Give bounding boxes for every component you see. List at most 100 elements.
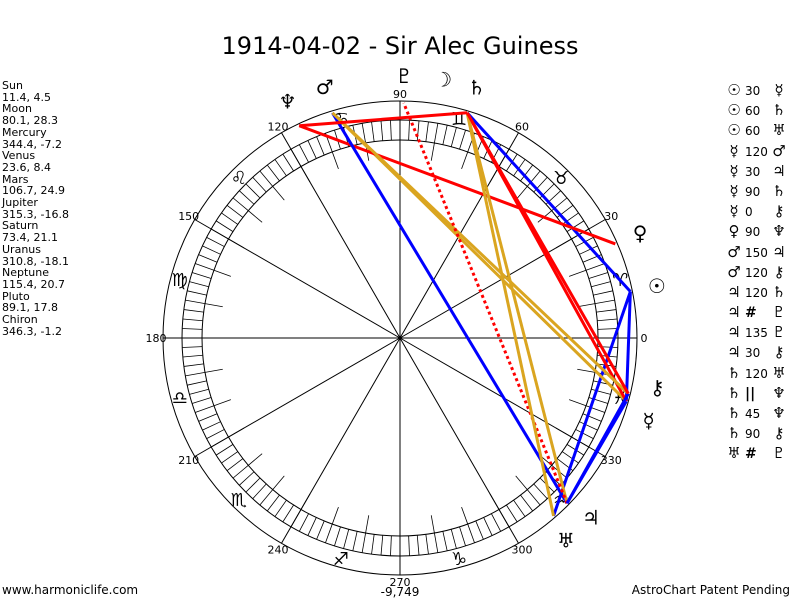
planet-pluto-icon: ♇ [395,64,413,88]
planet-glyph-icon: ♃ [727,282,741,301]
ring-tick [450,127,457,147]
ring-tick [226,204,244,218]
aspect-list: ☉ 30 ☿ ☉ 60 ♄ ☉ 60 ♅ ☿ 120 ♂ ☿ 30 ♃ ☿ 90 ♄ ☿ 0 ⚷ ♀ 90 ♆ ♂ 150 ♃ ♂ 12… [726,80,787,464]
planet-glyph-icon: ♄ [727,363,741,382]
ring-tick [380,535,384,556]
ring-tick [183,363,204,367]
degree-label: 120 [268,121,289,134]
ring-tick [442,125,448,145]
aspect-row: ♄ || ♆ [726,383,787,403]
ring-tick [371,534,375,555]
planet-glyph-icon: ☿ [729,141,739,160]
planet-glyph-icon: ♃ [772,242,786,261]
planet-jupiter-icon: ♃ [582,505,600,529]
planet-uranus-icon: ♅ [557,529,575,553]
ring-tick [202,421,221,431]
ring-tick [182,328,203,330]
aspect-line [402,102,569,504]
planet-name: Sun [2,79,23,92]
zodiac-sign-icon: ♉ [553,168,569,189]
ring-tick [591,281,611,288]
aspect-label: 120 [745,265,768,280]
ring-tick [187,380,207,386]
planet-glyph-icon: ☿ [729,202,739,221]
aspect-label: # [745,446,757,463]
degree-tick [365,515,370,534]
ring-tick [266,494,280,512]
house-line [194,337,401,457]
planet-coords: 310.8, -18.1 [2,254,69,268]
aspect-line [331,111,630,395]
aspect-row: ♄ 90 ⚷ [726,423,787,443]
planet-glyph-icon: ♃ [727,343,741,362]
aspect-row: ☉ 60 ♄ [726,100,787,120]
ring-tick [206,236,225,247]
planet-glyph-icon: ♆ [772,222,786,241]
ring-tick [191,272,212,279]
ring-tick [316,520,325,540]
aspect-label: 60 [745,124,761,139]
ring-tick [282,153,294,172]
ring-tick [191,397,212,404]
planet-glyph-icon: ♇ [772,303,786,322]
degree-label: 0 [641,332,648,345]
aspect-label: 30 [745,84,761,98]
planet-glyph-icon: ♃ [727,323,741,342]
aspect-label: 120 [745,144,768,159]
aspect-line [565,392,630,505]
ring-tick [245,183,261,199]
ring-tick [408,120,410,141]
ring-tick [585,263,605,271]
ring-tick [185,299,206,305]
aspect-row: ♄ 45 ♆ [726,403,787,423]
degree-label: 180 [146,332,167,345]
degree-tick [272,186,285,201]
planet-glyph-icon: ♃ [727,303,741,322]
ring-tick [183,309,204,313]
ring-tick [520,164,534,182]
ring-tick [334,526,341,547]
planet-name: Jupiter [2,196,38,210]
planet-coords: 115.4, 20.7 [2,277,65,291]
planet-glyph-icon: ☉ [727,81,741,99]
ring-tick [274,499,287,517]
aspect-line [465,112,569,504]
ring-tick [483,517,493,536]
degree-label: 60 [515,121,529,134]
ring-tick [282,504,294,523]
ring-tick [182,346,203,348]
degree-tick [248,453,263,466]
aspect-label: 120 [745,285,768,300]
ring-tick [533,483,548,499]
degree-label: 30 [604,210,618,223]
ring-tick [513,499,526,517]
house-line [281,337,401,544]
ring-tick [307,140,317,159]
aspect-line [466,111,632,293]
ring-tick [252,177,267,193]
aspect-row: ☿ 30 ♃ [726,161,787,181]
planet-glyph-icon: ☿ [774,81,784,99]
ring-tick [182,318,203,322]
planet-coords: 11.4, 4.5 [2,90,51,104]
footer-website[interactable]: www.harmoniclife.com [2,583,139,597]
ring-tick [561,451,579,464]
planet-venus-icon: ♀ [633,221,648,245]
ring-tick [433,532,439,553]
ring-tick [593,290,613,296]
degree-tick [272,475,285,490]
degree-label: 300 [512,543,533,556]
zodiac-sign-icon: ♌ [231,168,247,189]
planet-glyph-icon: ♆ [772,383,786,402]
aspect-line [299,111,468,128]
planet-glyph-icon: ♄ [772,282,786,301]
ring-tick [232,464,249,479]
zodiac-sign-icon: ♎ [172,388,188,409]
aspect-label: 90 [745,184,761,199]
aspect-row: ♄ 120 ♅ [726,363,787,383]
ring-tick [274,159,287,177]
footer-patent: AstroChart Patent Pending [631,583,790,597]
degree-tick [204,368,223,373]
aspect-label: 30 [745,164,761,179]
degree-tick [430,142,435,161]
